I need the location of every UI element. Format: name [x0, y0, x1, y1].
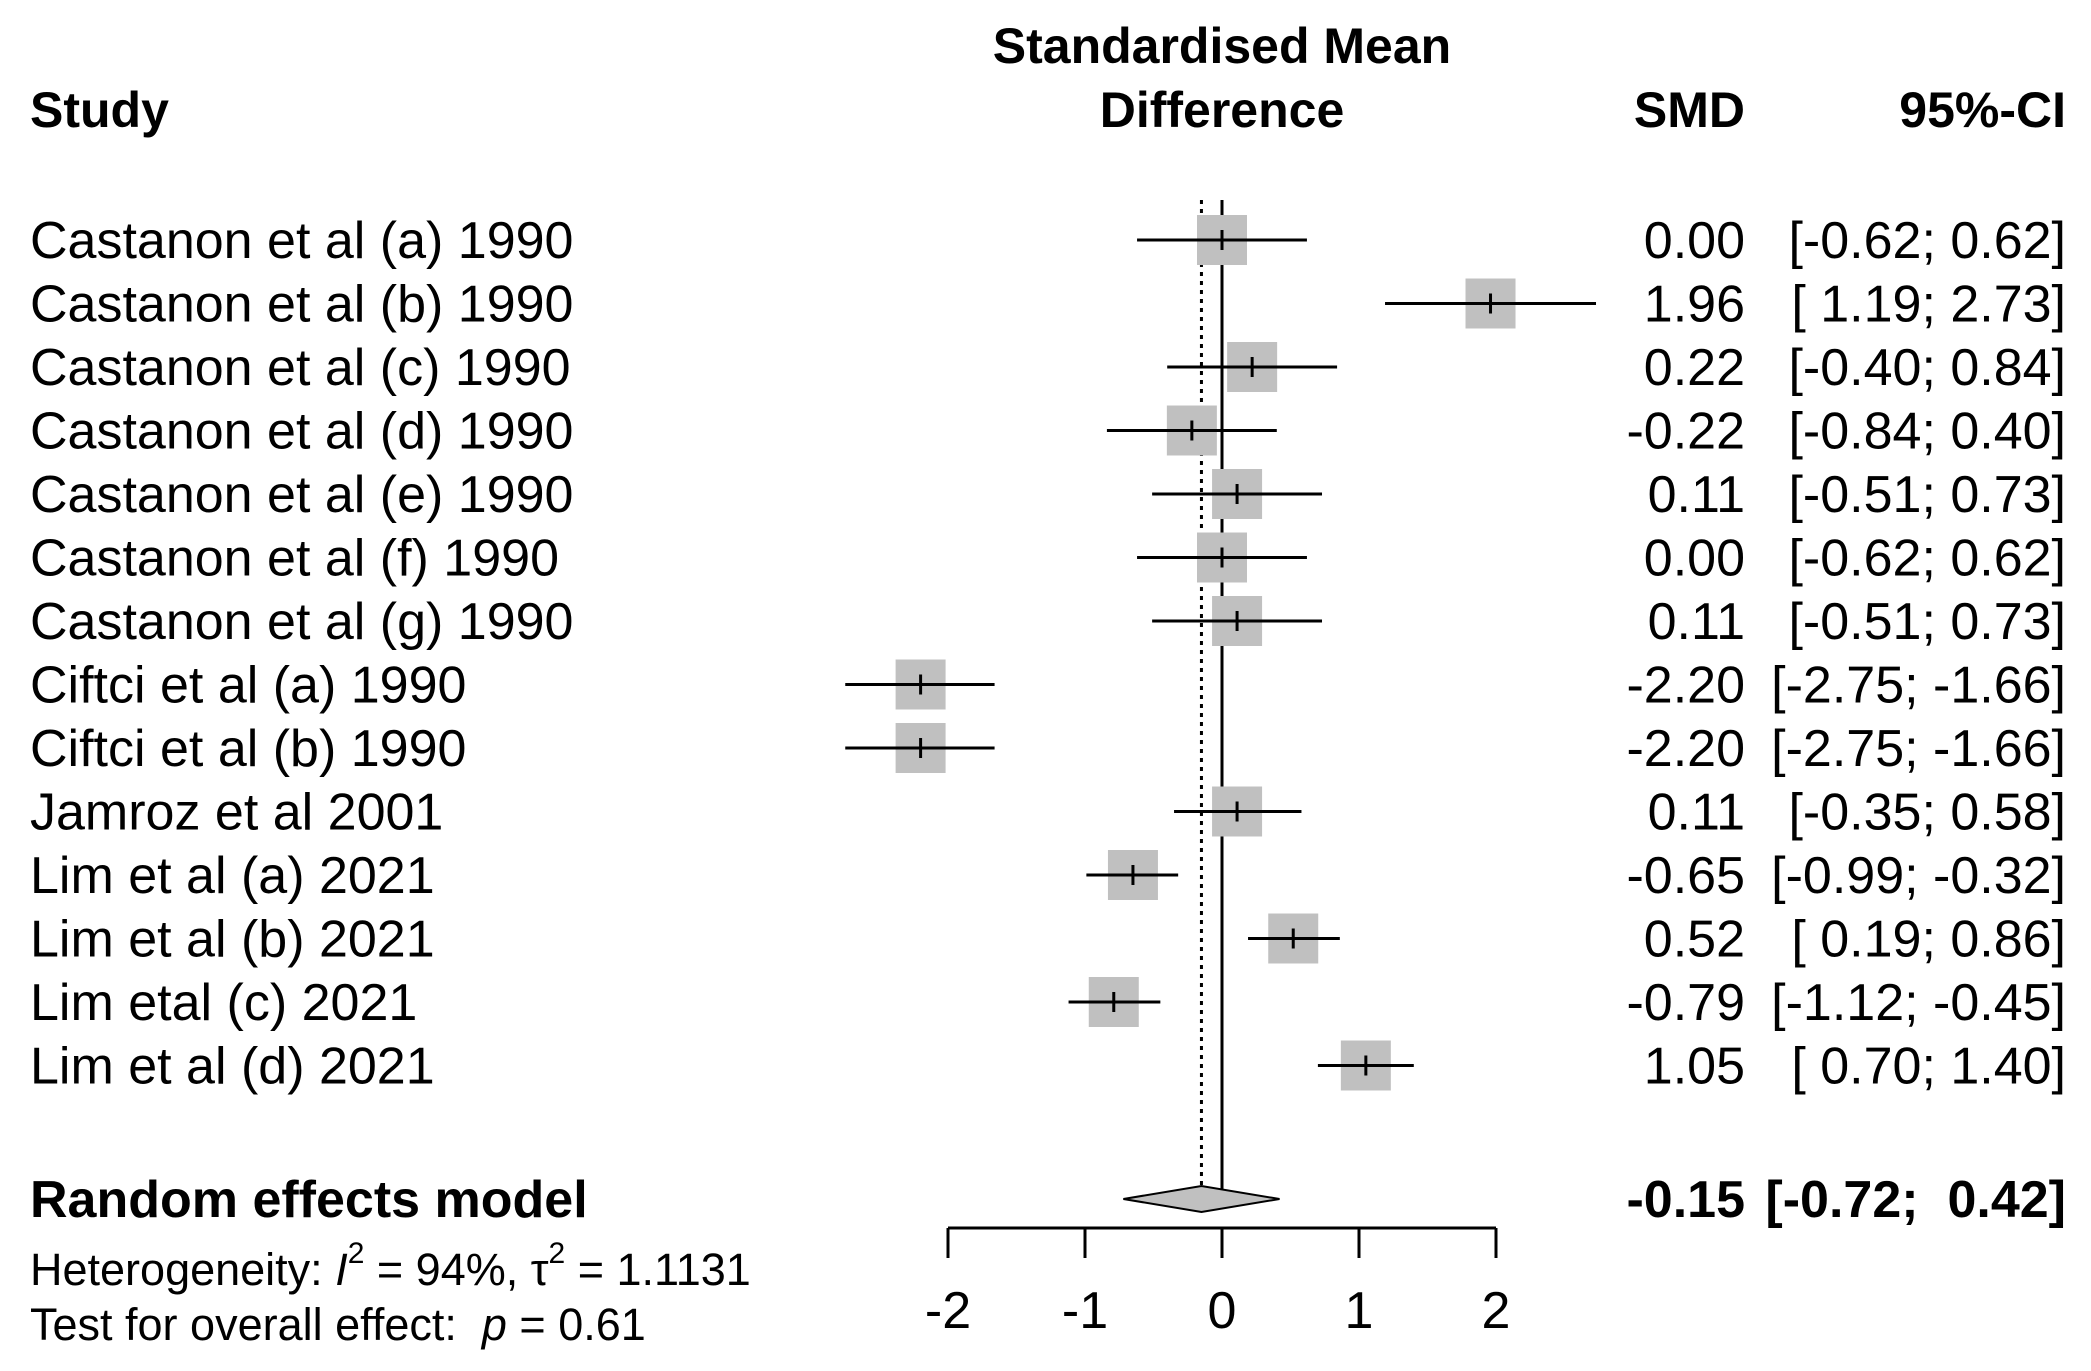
study-ci-value: [-0.99; -0.32]: [1771, 847, 2066, 905]
x-axis: -2 -1 0 1 2: [925, 1226, 1511, 1340]
study-smd-value: 0.00: [1644, 530, 1745, 588]
heterogeneity-text: Heterogeneity: I2 = 94%, τ2 = 1.1131: [30, 1237, 751, 1295]
study-ci-value: [-0.51; 0.73]: [1788, 593, 2066, 651]
study-ci-value: [-0.35; 0.58]: [1788, 784, 2066, 842]
study-label: Ciftci et al (a) 1990: [30, 657, 466, 715]
study-label: Lim etal (c) 2021: [30, 974, 417, 1032]
p-value: = 0.61: [507, 1299, 646, 1350]
ci-column-header: 95%-CI: [1899, 82, 2066, 138]
study-label: Castanon et al (e) 1990: [30, 466, 573, 524]
study-smd-value: 0.11: [1648, 784, 1745, 842]
study-smd-value: -2.20: [1626, 720, 1745, 778]
smd-column-header: SMD: [1634, 82, 1745, 138]
study-ci-value: [-1.12; -0.45]: [1771, 974, 2066, 1032]
study-label: Lim et al (a) 2021: [30, 847, 435, 905]
overall-effect-prefix: Test for overall effect:: [30, 1299, 482, 1350]
study-smd-value: 0.52: [1644, 911, 1745, 969]
i2-value: = 94%,: [364, 1244, 530, 1295]
study-smd-value: 1.96: [1644, 276, 1745, 334]
study-label: Jamroz et al 2001: [30, 784, 443, 842]
study-label: Castanon et al (c) 1990: [30, 339, 571, 397]
study-smd-value: 0.11: [1648, 593, 1745, 651]
study-smd-value: -0.22: [1626, 403, 1745, 461]
study-ci-value: [-0.40; 0.84]: [1788, 339, 2066, 397]
study-label: Castanon et al (d) 1990: [30, 403, 573, 461]
study-smd-value: 0.22: [1644, 339, 1745, 397]
study-label: Castanon et al (f) 1990: [30, 530, 559, 588]
study-ci-value: [-0.51; 0.73]: [1788, 466, 2066, 524]
study-label: Lim et al (d) 2021: [30, 1038, 435, 1096]
study-label: Ciftci et al (b) 1990: [30, 720, 466, 778]
study-label: Castanon et al (g) 1990: [30, 593, 573, 651]
study-smd-value: -0.65: [1626, 847, 1745, 905]
heterogeneity-prefix: Heterogeneity:: [30, 1244, 335, 1295]
study-smd-value: -2.20: [1626, 657, 1745, 715]
study-ci-value: [ 0.70; 1.40]: [1791, 1038, 2066, 1096]
x-axis-tick-label: 2: [1482, 1282, 1511, 1340]
tau-symbol: τ: [531, 1244, 549, 1295]
study-smd-value: 0.11: [1648, 466, 1745, 524]
summary-diamond: [1123, 1184, 1280, 1214]
study-ci-value: [-0.62; 0.62]: [1788, 212, 2066, 270]
study-label: Lim et al (b) 2021: [30, 911, 435, 969]
x-axis-tick-label: 0: [1208, 1282, 1237, 1340]
x-axis-tick-label: -1: [1062, 1282, 1108, 1340]
study-ci-value: [-0.62; 0.62]: [1788, 530, 2066, 588]
effect-header-line1: Standardised Mean: [993, 18, 1451, 74]
study-column-header: Study: [30, 82, 169, 138]
study-smd-value: 0.00: [1644, 212, 1745, 270]
i2-symbol: I: [335, 1244, 348, 1295]
tau-superscript: 2: [549, 1237, 566, 1270]
x-axis-tick-label: 1: [1345, 1282, 1374, 1340]
study-rows: Castanon et al (a) 1990 0.00 [-0.62; 0.62]…: [30, 212, 2066, 1096]
effect-header-line2: Difference: [1100, 82, 1345, 138]
study-ci-value: [-2.75; -1.66]: [1771, 657, 2066, 715]
summary-smd-value: -0.15: [1626, 1171, 1745, 1229]
study-label: Castanon et al (b) 1990: [30, 276, 573, 334]
study-smd-value: -0.79: [1626, 974, 1745, 1032]
summary-ci-value: [-0.72; 0.42]: [1765, 1171, 2066, 1229]
summary-label: Random effects model: [30, 1171, 588, 1229]
study-ci-value: [-2.75; -1.66]: [1771, 720, 2066, 778]
i2-superscript: 2: [348, 1237, 365, 1270]
study-label: Castanon et al (a) 1990: [30, 212, 573, 270]
x-axis-tick-label: -2: [925, 1282, 971, 1340]
study-ci-value: [ 0.19; 0.86]: [1791, 911, 2066, 969]
study-ci-value: [-0.84; 0.40]: [1788, 403, 2066, 461]
study-ci-value: [ 1.19; 2.73]: [1791, 276, 2066, 334]
p-symbol: p: [480, 1299, 507, 1350]
tau-value: = 1.1131: [565, 1244, 751, 1295]
study-smd-value: 1.05: [1644, 1038, 1745, 1096]
overall-effect-text: Test for overall effect: p = 0.61: [30, 1299, 646, 1350]
